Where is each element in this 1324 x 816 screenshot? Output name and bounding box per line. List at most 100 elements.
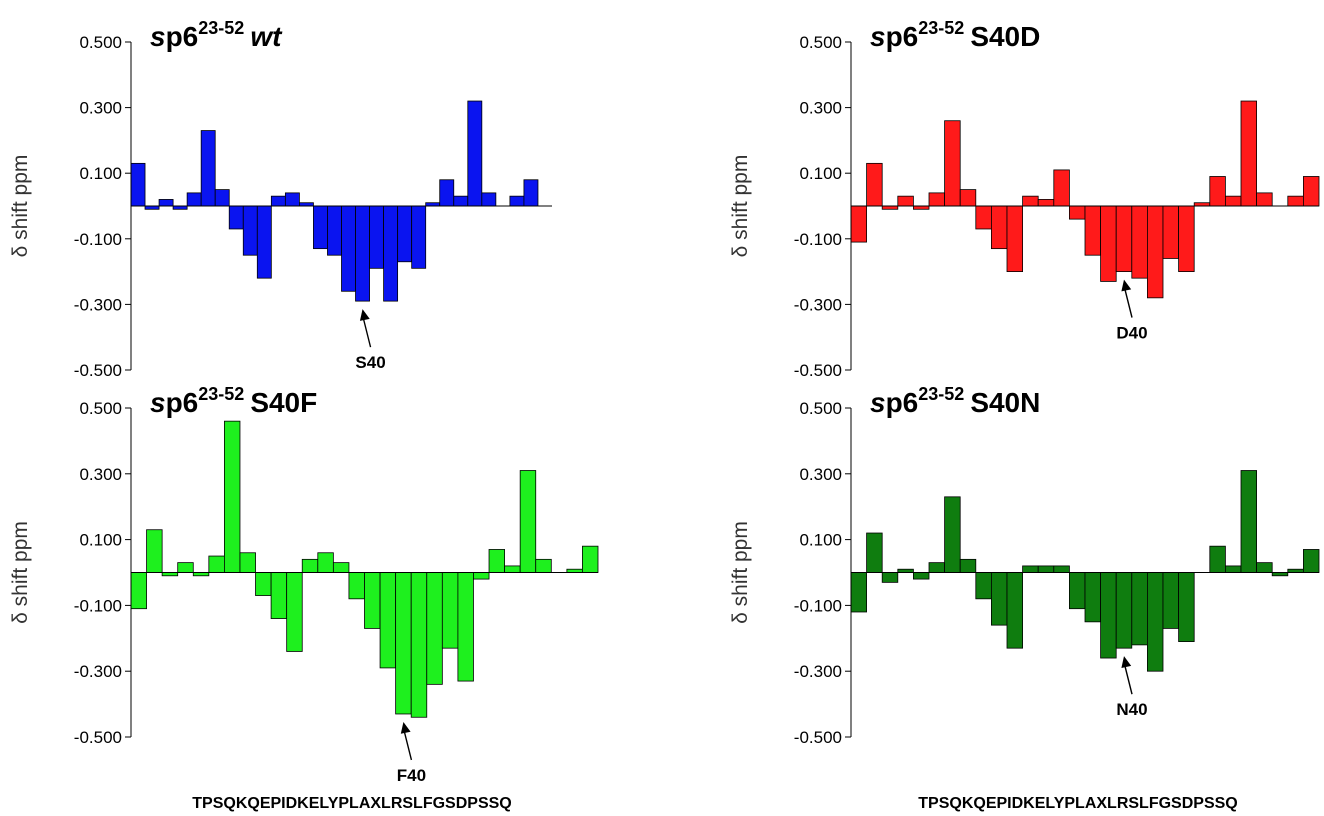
bar <box>130 162 146 207</box>
bar <box>327 205 342 256</box>
y-axis-label: δ shift ppm <box>729 155 752 258</box>
y-tick-label: -0.300 <box>794 295 842 314</box>
title-suffix: S40D <box>970 21 1040 52</box>
y-tick-label: 0.300 <box>79 465 122 484</box>
bar <box>177 562 194 573</box>
bar <box>341 205 356 292</box>
bar <box>395 572 412 715</box>
y-axis-label: δ shift ppm <box>9 521 32 624</box>
bar <box>1240 470 1258 573</box>
bar <box>255 572 272 596</box>
title-prefix: s <box>150 21 166 52</box>
bar <box>1256 562 1273 573</box>
bar <box>928 192 946 207</box>
bar <box>928 562 946 573</box>
chart-title: sp623-52 S40F <box>150 384 317 418</box>
title-suffix: S40N <box>970 387 1040 418</box>
annotation-label: F40 <box>397 766 426 785</box>
bar <box>186 192 202 207</box>
y-tick-label: 0.300 <box>799 465 842 484</box>
bar <box>383 205 399 302</box>
bar <box>208 555 225 573</box>
bar <box>991 205 1008 250</box>
y-tick-label: 0.500 <box>79 399 122 418</box>
y-tick-label: 0.500 <box>799 399 842 418</box>
y-tick-label: 0.100 <box>799 531 842 550</box>
annotation-label: N40 <box>1116 700 1147 719</box>
bar <box>1303 176 1320 207</box>
y-tick-label: -0.300 <box>74 295 122 314</box>
title-superscript: 23-52 <box>198 18 244 38</box>
y-tick-label: -0.500 <box>74 361 122 380</box>
y-tick-label: 0.100 <box>79 531 122 550</box>
annotation-arrow <box>361 314 372 348</box>
chart-title: sp623-52 wt <box>150 18 283 52</box>
chart-panel-1: 0.500 0.300 0.100 -0.100 -0.300 -0.500 δ shift… <box>9 18 552 380</box>
bar <box>1084 205 1102 256</box>
bar <box>1115 205 1133 272</box>
bar <box>1225 565 1242 573</box>
bar <box>991 572 1008 626</box>
annotation-arrowhead <box>1121 279 1132 292</box>
y-axis-label: δ shift ppm <box>729 521 752 624</box>
bar <box>270 572 288 619</box>
bar <box>441 572 459 649</box>
title-main: p6 <box>886 21 919 52</box>
bar <box>348 572 365 600</box>
y-tick-label: 0.100 <box>799 164 842 183</box>
title-prefix: s <box>870 387 886 418</box>
y-axis-label: δ shift ppm <box>9 155 32 258</box>
bar <box>239 552 256 573</box>
y-tick-label: -0.500 <box>794 728 842 747</box>
bar <box>1287 195 1304 207</box>
bar <box>1100 572 1117 659</box>
bar <box>332 562 350 573</box>
bar <box>453 195 469 207</box>
bar <box>866 162 883 207</box>
bar <box>313 205 328 250</box>
bar <box>975 572 992 600</box>
y-tick-label: -0.500 <box>74 728 122 747</box>
bar <box>379 572 397 669</box>
bar <box>1053 565 1070 573</box>
chart-panel-2: 0.500 0.300 0.100 -0.100 -0.300 -0.500 δ shift… <box>729 18 1320 380</box>
bar <box>317 552 334 573</box>
y-tick-label: 0.300 <box>799 99 842 118</box>
title-superscript: 23-52 <box>918 18 964 38</box>
bar <box>1084 572 1102 623</box>
annotation-arrowhead <box>359 309 370 321</box>
sequence-label-2: TPSQKQEPIDKELYPLAXLRSLFGSDPSSQ <box>918 795 1237 812</box>
bar <box>426 572 443 685</box>
chart-title: sp623-52 S40N <box>870 384 1040 418</box>
title-main: p6 <box>166 387 199 418</box>
bar <box>897 195 914 207</box>
bar <box>1022 565 1039 573</box>
bar <box>355 205 370 302</box>
bar <box>1147 572 1164 672</box>
annotation-arrowhead <box>400 721 411 734</box>
annotation-arrowhead <box>1121 656 1132 668</box>
bar <box>439 179 455 207</box>
title-superscript: 23-52 <box>918 384 964 404</box>
y-tick-label: -0.300 <box>794 662 842 681</box>
y-tick-label: -0.300 <box>74 662 122 681</box>
bar <box>1162 572 1180 629</box>
title-prefix: s <box>870 21 886 52</box>
bar <box>1162 205 1180 259</box>
sequence-label-1: TPSQKQEPIDKELYPLAXLRSLFGSDPSSQ <box>192 795 511 812</box>
bar <box>284 192 300 207</box>
bar <box>481 192 497 207</box>
bar <box>944 496 961 573</box>
bar <box>1147 205 1164 299</box>
bar <box>1006 205 1024 272</box>
y-tick-label: 0.500 <box>799 33 842 52</box>
bar <box>881 572 899 583</box>
bar <box>214 189 230 207</box>
bar <box>913 572 930 580</box>
y-tick-label: -0.100 <box>794 230 842 249</box>
bar <box>411 205 427 269</box>
bar <box>519 470 537 573</box>
bar <box>1115 572 1133 649</box>
